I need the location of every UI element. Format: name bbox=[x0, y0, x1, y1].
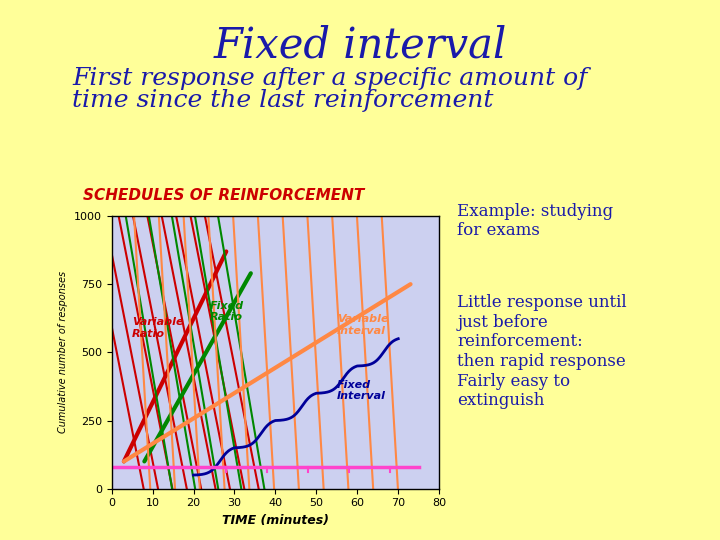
Text: Fixed
Interval: Fixed Interval bbox=[337, 380, 386, 401]
Text: Variable
Interval: Variable Interval bbox=[337, 314, 388, 336]
Text: time since the last reinforcement: time since the last reinforcement bbox=[72, 89, 493, 112]
Text: Fixed interval: Fixed interval bbox=[213, 24, 507, 66]
X-axis label: TIME (minutes): TIME (minutes) bbox=[222, 514, 329, 527]
Text: Variable
Ratio: Variable Ratio bbox=[132, 317, 184, 339]
Text: Little response until
just before
reinforcement:
then rapid response
Fairly easy: Little response until just before reinfo… bbox=[457, 294, 627, 409]
Text: SCHEDULES OF REINFORCEMENT: SCHEDULES OF REINFORCEMENT bbox=[83, 187, 364, 202]
Text: First response after a specific amount of: First response after a specific amount o… bbox=[72, 68, 588, 91]
Text: Example: studying
for exams: Example: studying for exams bbox=[457, 202, 613, 239]
Text: Fixed
Ratio: Fixed Ratio bbox=[210, 301, 244, 322]
Y-axis label: Cumulative number of responses: Cumulative number of responses bbox=[58, 271, 68, 434]
